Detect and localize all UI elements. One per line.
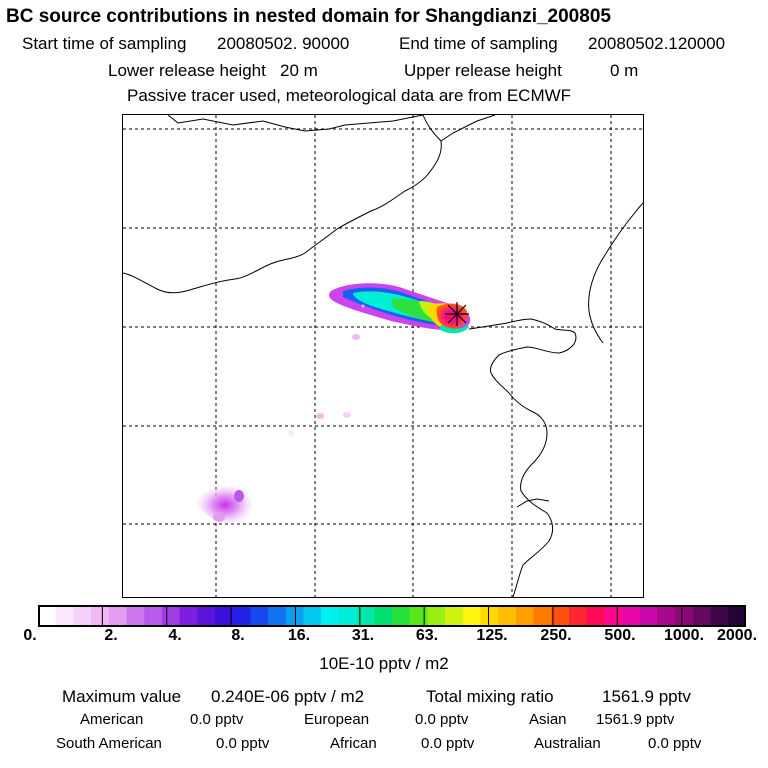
colorbar-tick-6: 63. (415, 627, 439, 644)
colorbar-swatch (215, 605, 234, 627)
end-time-value: 20080502.120000 (588, 34, 726, 53)
colorbar-swatch (675, 605, 694, 627)
region-australian-value: 0.0 pptv (648, 735, 702, 752)
max-value: 0.240E-06 pptv / m2 (211, 687, 365, 706)
colorbar-swatch (55, 605, 74, 627)
region-south-american-label: South American (56, 735, 162, 752)
colorbar-tick-5: 31. (351, 627, 375, 644)
colorbar-swatch (604, 605, 623, 627)
region-african-value: 0.0 pptv (421, 735, 475, 752)
lower-release-value: 20 m (280, 61, 318, 80)
colorbar-tick-3: 8. (231, 627, 245, 644)
upper-release-value: 0 m (610, 61, 639, 80)
colorbar-swatch (692, 605, 712, 627)
colorbar-swatch (374, 605, 393, 627)
upper-release-label: Upper release height (404, 61, 562, 80)
colorbar-tick-4: 16. (287, 627, 311, 644)
region-american-value: 0.0 pptv (190, 711, 244, 728)
region-asian-label: Asian (529, 711, 567, 728)
colorbar-swatch (232, 605, 251, 627)
colorbar-swatch (356, 605, 375, 627)
colorbar-swatch (710, 605, 729, 627)
start-time-label: Start time of sampling (22, 34, 187, 53)
colorbar-swatch (392, 605, 411, 627)
colorbar-tick-11: 2000. (716, 627, 758, 644)
colorbar-swatch (126, 605, 145, 627)
colorbar-swatch (179, 605, 198, 627)
region-european-label: European (304, 711, 370, 728)
west-emission-patch (197, 485, 253, 525)
colorbar-swatch (622, 605, 641, 627)
plot-title: BC source contributions in nested domain… (6, 6, 611, 27)
colorbar-tick-7: 125. (476, 627, 508, 644)
colorbar-swatch (498, 605, 517, 627)
colorbar-swatch (250, 605, 269, 627)
colorbar-swatch (728, 605, 746, 627)
colorbar-swatch (533, 605, 552, 627)
colorbar-swatch (445, 605, 464, 627)
map-canvas (122, 114, 644, 598)
colorbar-swatch (321, 605, 340, 627)
colorbar-swatch (569, 605, 588, 627)
region-asian-value: 1561.9 pptv (596, 711, 675, 728)
region-american-label: American (80, 711, 144, 728)
colorbar-tick-0: 0. (23, 627, 37, 644)
colorbar (38, 605, 746, 627)
colorbar-swatch (268, 605, 287, 627)
colorbar-swatch (427, 605, 446, 627)
colorbar-unit-label: 10E-10 pptv / m2 (319, 654, 449, 673)
colorbar-swatch (303, 605, 322, 627)
region-african-label: African (330, 735, 377, 752)
total-mixing-label: Total mixing ratio (426, 687, 554, 706)
colorbar-swatch (586, 605, 605, 627)
colorbar-tick-1: 2. (104, 627, 118, 644)
colorbar-swatch (639, 605, 658, 627)
colorbar-swatch (462, 605, 481, 627)
colorbar-swatch (38, 605, 57, 627)
colorbar-tick-9: 500. (604, 627, 636, 644)
colorbar-tick-2: 4. (168, 627, 182, 644)
colorbar-swatch (338, 605, 358, 627)
colorbar-border (38, 605, 746, 627)
colorbar-swatch (657, 605, 676, 627)
total-mixing-value: 1561.9 pptv (602, 687, 691, 706)
star-marker-icon (445, 302, 469, 326)
end-time-label: End time of sampling (399, 34, 558, 53)
region-south-american-value: 0.0 pptv (216, 735, 270, 752)
colorbar-swatch (285, 605, 304, 627)
concentration-plume (288, 283, 471, 436)
colorbar-swatch (551, 605, 570, 627)
colorbar-swatch (409, 605, 428, 627)
region-european-value: 0.0 pptv (415, 711, 469, 728)
colorbar-swatch (480, 605, 499, 627)
colorbar-swatch (197, 605, 216, 627)
region-australian-label: Australian (534, 735, 601, 752)
lower-release-label: Lower release height (108, 61, 266, 80)
max-value-label: Maximum value (62, 687, 182, 706)
colorbar-swatch (161, 605, 181, 627)
colorbar-swatch (108, 605, 127, 627)
tracer-info: Passive tracer used, meteorological data… (127, 86, 572, 105)
coastlines (122, 114, 644, 598)
colorbar-swatch (515, 605, 535, 627)
map-gridlines (123, 115, 643, 597)
colorbar-tick-8: 250. (540, 627, 572, 644)
colorbar-swatch (73, 605, 92, 627)
map-panel (122, 114, 644, 598)
colorbar-swatch (144, 605, 163, 627)
colorbar-swatch (91, 605, 110, 627)
start-time-value: 20080502. 90000 (217, 34, 350, 53)
colorbar-tick-10: 1000. (663, 627, 705, 644)
